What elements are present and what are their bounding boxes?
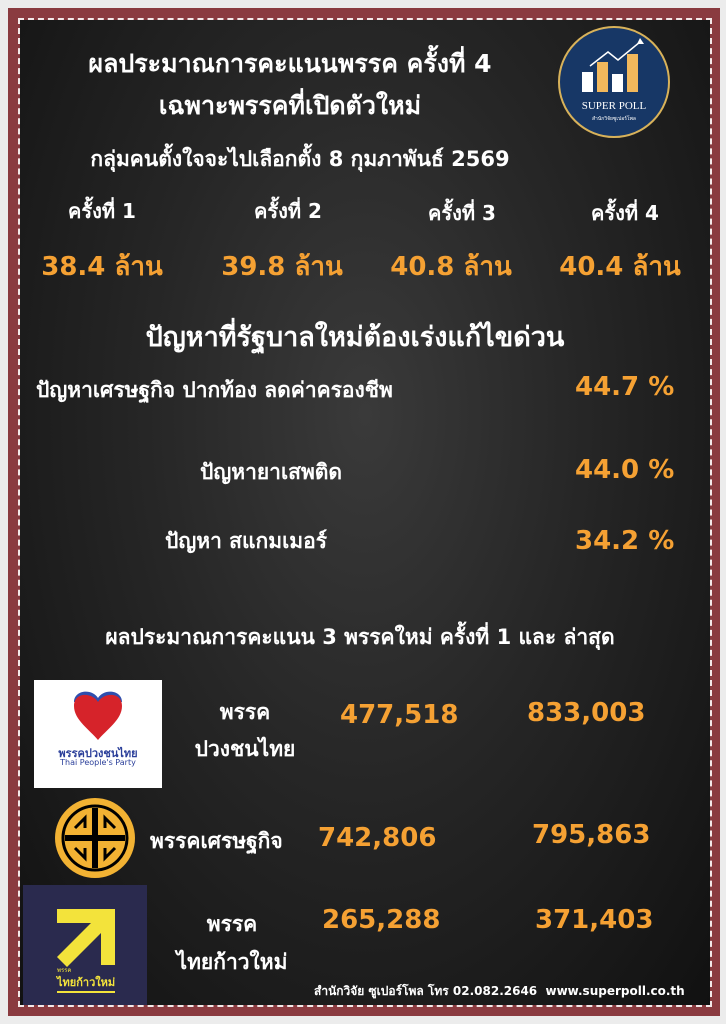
heart-icon [74, 691, 122, 740]
economic-party-logo [55, 798, 135, 878]
super-poll-logo: SUPER POLL สำนักวิจัยซูเปอร์โพล [558, 26, 670, 138]
round-4-label: ครั้งที่ 4 [591, 201, 659, 225]
round-3-label: ครั้งที่ 3 [428, 201, 496, 225]
party-2-name: พรรคเศรษฐกิจ [150, 829, 283, 853]
party-3-latest: 371,403 [535, 905, 654, 935]
round-4-value: 40.4 ล้าน [559, 252, 681, 282]
party-3-first: 265,288 [322, 905, 441, 935]
party-1-name-line1: พรรค [219, 700, 271, 724]
issues-heading: ปัญหาที่รัฐบาลใหม่ต้องเร่งแก้ไขด่วน [145, 322, 565, 353]
round-2-value: 39.8 ล้าน [221, 252, 343, 282]
trend-arrow-icon [589, 38, 644, 67]
issue-2-label: ปัญหายาเสพติด [200, 460, 343, 484]
party-2-latest: 795,863 [532, 820, 651, 850]
emblem-icon [61, 804, 129, 872]
title-line2: เฉพาะพรรคที่เปิดตัวใหม่ [158, 91, 422, 120]
round-1-label: ครั้งที่ 1 [68, 199, 136, 223]
round-2-label: ครั้งที่ 2 [254, 199, 322, 223]
round-1-value: 38.4 ล้าน [41, 252, 163, 282]
issue-1-value: 44.7 % [575, 372, 675, 402]
thai-peoples-party-logo: พรรคปวงชนไทย Thai People's Party [34, 680, 162, 788]
title-line1: ผลประมาณการคะแนนพรรค ครั้งที่ 4 [88, 49, 492, 78]
party-1-latest: 833,003 [527, 698, 646, 728]
party-3-name-line1: พรรค [206, 912, 258, 936]
parties-heading: ผลประมาณการคะแนน 3 พรรคใหม่ ครั้งที่ 1 แ… [105, 625, 615, 649]
thai-kao-mai-party-logo: พรรค ไทยก้าวใหม่ [23, 885, 147, 1005]
party-1-first: 477,518 [340, 700, 459, 730]
round-3-value: 40.8 ล้าน [390, 252, 512, 282]
issue-1-label: ปัญหาเศรษฐกิจ ปากท้อง ลดค่าครองชีพ [36, 378, 393, 402]
arrow-up-right-icon [57, 909, 115, 967]
party-1-name-line2: ปวงชนไทย [194, 737, 296, 761]
party-2-first: 742,806 [318, 823, 437, 853]
chalkboard [18, 18, 712, 1007]
issue-3-value: 34.2 % [575, 526, 675, 556]
title-line3: กลุ่มคนตั้งใจจะไปเลือกตั้ง 8 กุมภาพันธ์ … [90, 147, 510, 171]
issue-3-label: ปัญหา สแกมเมอร์ [165, 529, 327, 553]
issue-2-value: 44.0 % [575, 455, 675, 485]
footer-contact: สำนักวิจัย ซูเปอร์โพล โทร 02.082.2646 ww… [314, 984, 685, 998]
party-3-name-line2: ไทยก้าวใหม่ [176, 950, 288, 974]
